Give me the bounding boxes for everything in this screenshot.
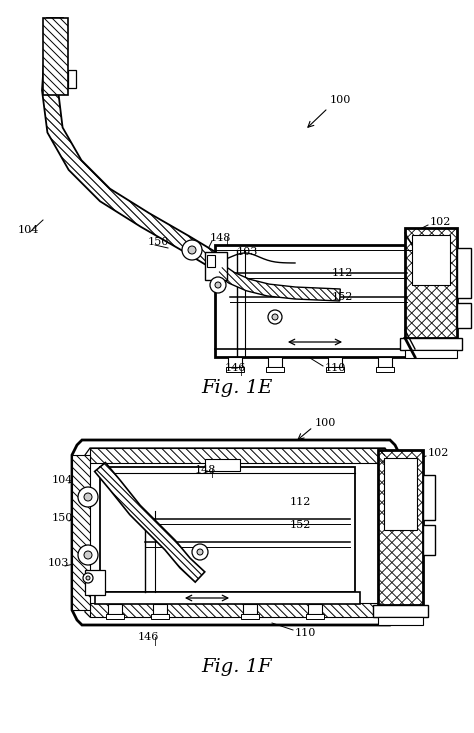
Bar	[457, 303, 471, 328]
Bar	[405, 350, 457, 358]
Circle shape	[210, 277, 226, 293]
Bar	[151, 614, 169, 619]
Bar	[205, 252, 227, 280]
Bar	[207, 255, 215, 267]
Polygon shape	[85, 448, 390, 617]
Text: |: |	[154, 636, 157, 646]
Text: 152: 152	[290, 520, 311, 530]
Bar	[106, 614, 124, 619]
Text: 100: 100	[315, 418, 337, 428]
Bar	[241, 614, 259, 619]
Bar	[423, 475, 435, 520]
Bar	[326, 367, 344, 372]
Circle shape	[188, 246, 196, 254]
Circle shape	[182, 240, 202, 260]
Text: 146: 146	[138, 632, 159, 642]
Text: 104: 104	[52, 475, 73, 485]
Circle shape	[197, 549, 203, 555]
Polygon shape	[95, 463, 205, 582]
Polygon shape	[90, 603, 385, 617]
Text: |: |	[211, 470, 214, 479]
Polygon shape	[217, 265, 340, 301]
Circle shape	[83, 573, 93, 583]
Bar	[306, 614, 324, 619]
Bar	[85, 570, 105, 595]
Bar	[243, 604, 257, 614]
Text: 112: 112	[290, 497, 311, 507]
Bar	[228, 357, 242, 367]
Text: 103: 103	[48, 558, 69, 568]
Bar	[328, 357, 342, 367]
Text: 110: 110	[325, 363, 346, 373]
Bar	[268, 357, 282, 367]
Polygon shape	[90, 448, 385, 463]
Circle shape	[84, 551, 92, 559]
Circle shape	[86, 576, 90, 580]
Text: 148: 148	[210, 233, 231, 243]
Text: 150: 150	[52, 513, 73, 523]
Text: Fig. 1E: Fig. 1E	[201, 379, 273, 397]
Text: Fig. 1F: Fig. 1F	[202, 658, 272, 676]
Text: |: |	[240, 367, 243, 377]
Text: 146: 146	[225, 363, 246, 373]
Circle shape	[272, 314, 278, 320]
Bar	[400, 338, 462, 350]
Polygon shape	[72, 440, 400, 625]
Bar	[412, 235, 450, 285]
Bar	[215, 245, 415, 357]
Text: 150: 150	[148, 237, 169, 247]
Bar	[457, 248, 471, 298]
Bar	[384, 458, 417, 530]
Bar	[378, 357, 392, 367]
Bar	[153, 604, 167, 614]
Circle shape	[192, 544, 208, 560]
Bar	[266, 367, 284, 372]
Circle shape	[84, 493, 92, 501]
Text: 103: 103	[237, 247, 258, 257]
Text: 104: 104	[18, 225, 39, 235]
Circle shape	[268, 310, 282, 324]
Bar	[68, 70, 76, 88]
Polygon shape	[42, 18, 225, 271]
Bar	[376, 367, 394, 372]
Text: 112: 112	[332, 268, 354, 278]
Bar	[308, 604, 322, 614]
Text: 100: 100	[330, 95, 351, 105]
Bar	[405, 228, 457, 338]
Circle shape	[215, 282, 221, 288]
Polygon shape	[43, 18, 68, 95]
Bar	[108, 604, 122, 614]
Circle shape	[78, 545, 98, 565]
Bar	[373, 605, 428, 617]
Bar	[423, 525, 435, 555]
Bar	[100, 467, 355, 592]
Circle shape	[78, 487, 98, 507]
Polygon shape	[72, 455, 90, 610]
Text: 102: 102	[428, 448, 449, 458]
Text: |: |	[226, 237, 229, 246]
Text: 102: 102	[430, 217, 451, 227]
Text: 148: 148	[195, 465, 216, 475]
Bar	[95, 592, 360, 604]
Bar	[226, 367, 244, 372]
Bar	[205, 459, 240, 471]
Text: 152: 152	[332, 292, 354, 302]
Bar	[378, 617, 423, 625]
Text: 110: 110	[295, 628, 316, 638]
Bar	[378, 450, 423, 605]
